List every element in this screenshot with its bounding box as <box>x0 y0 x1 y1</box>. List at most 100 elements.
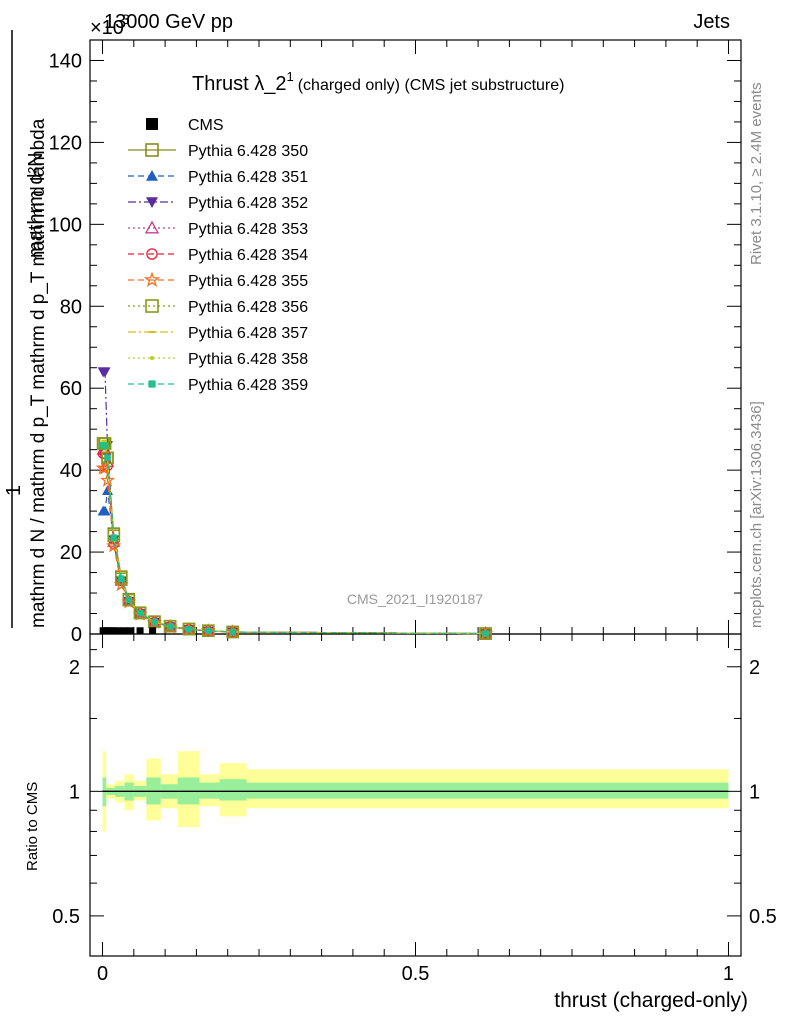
legend-label: Pythia 6.428 350 <box>188 143 308 160</box>
legend-marker <box>150 356 154 360</box>
ylabel-denominator: mathrm d N / mathrm d p_T mathrm d p_T m… <box>28 118 49 628</box>
series-2 <box>97 485 492 638</box>
series-4 <box>96 442 493 639</box>
main-y-tick-label: 120 <box>49 132 82 154</box>
ylabel-one: 1 <box>3 485 25 496</box>
legend-label: Pythia 6.428 353 <box>188 221 308 238</box>
legend-entry: Pythia 6.428 356 <box>128 299 308 316</box>
series-line <box>103 490 486 635</box>
main-y-tick-label: 100 <box>49 214 82 236</box>
legend-entry: Pythia 6.428 353 <box>128 220 308 238</box>
legend-marker <box>148 380 156 388</box>
series-point <box>99 367 111 378</box>
main-y-tick-label: 40 <box>60 460 82 482</box>
ratio-y-tick-label-right: 0.5 <box>749 906 777 928</box>
legend-marker <box>146 118 158 130</box>
series-point <box>163 619 177 633</box>
series-point <box>185 625 193 633</box>
ratio-y-tick-label: 0.5 <box>52 906 80 928</box>
ratio-bands <box>102 751 729 832</box>
cms-point <box>136 627 144 635</box>
series-point <box>122 593 136 607</box>
series-point <box>106 537 122 553</box>
legend-entry: Pythia 6.428 357 <box>128 325 308 342</box>
x-tick-label: 0.5 <box>402 963 430 985</box>
main-axis: 0 20 40 60 80 100 120 140 <box>49 39 741 646</box>
exponent-label: ×10 <box>90 17 124 39</box>
legend-label: Pythia 6.428 352 <box>188 195 308 212</box>
legend-label: Pythia 6.428 351 <box>188 169 308 186</box>
plot-title-detail: (charged only) (CMS jet substructure) <box>298 77 565 94</box>
main-y-tick-label: 80 <box>60 296 82 318</box>
legend: CMS Pythia 6.428 350 Pythia 6.428 351 Pythi… <box>128 117 308 394</box>
ratio-ylabel: Ratio to CMS <box>24 782 41 871</box>
series-point <box>97 460 113 475</box>
series-point <box>99 505 111 516</box>
ratio-y-tick-label-right: 2 <box>749 657 760 679</box>
cms-point <box>127 627 135 635</box>
legend-label: Pythia 6.428 354 <box>188 247 308 264</box>
category-label: Jets <box>693 11 730 33</box>
series-point <box>151 618 158 626</box>
series-point <box>136 609 144 617</box>
ylabel-numerator: mathrm d²N <box>25 152 47 258</box>
legend-entry: Pythia 6.428 351 <box>128 169 308 186</box>
series-point <box>104 454 111 462</box>
main-y-tick-label: 140 <box>49 50 82 72</box>
legend-label: Pythia 6.428 356 <box>188 299 308 316</box>
cms-point <box>120 627 128 635</box>
series-point <box>482 630 489 637</box>
main-y-tick-label: 60 <box>60 378 82 400</box>
ratio-y-tick-label: 1 <box>69 781 80 803</box>
x-axis-label: thrust (charged-only) <box>554 989 748 1012</box>
series-10 <box>99 442 489 637</box>
main-ylabel: mathrm d²N 1 mathrm d N / mathrm d p_T m… <box>3 30 49 628</box>
series-layer <box>95 367 494 641</box>
legend-marker <box>144 220 160 234</box>
series-point <box>114 572 128 585</box>
x-tick-label: 0 <box>97 963 108 985</box>
series-5 <box>97 448 491 639</box>
plot-title: Thrust λ_21 (charged only) (CMS jet subst… <box>192 69 564 95</box>
main-y-tick-label: 20 <box>60 542 82 564</box>
series-point <box>148 615 161 629</box>
legend-label: Pythia 6.428 358 <box>188 351 308 368</box>
legend-label: Pythia 6.428 359 <box>188 377 308 394</box>
legend-marker <box>145 299 159 313</box>
series-point <box>182 622 196 636</box>
series-point <box>113 576 129 592</box>
series-point <box>166 623 174 630</box>
analysis-watermark: CMS_2021_I1920187 <box>347 591 483 607</box>
legend-marker <box>146 170 158 181</box>
series-point <box>101 442 109 449</box>
cms-point <box>149 627 157 635</box>
legend-entry: Pythia 6.428 355 <box>128 271 308 290</box>
legend-label: CMS <box>188 117 224 134</box>
plot-title-superscript: 1 <box>286 69 293 84</box>
series-point <box>110 534 118 542</box>
ratio-stat-band <box>219 779 247 801</box>
series-point <box>205 627 212 635</box>
legend-entry: CMS <box>146 117 224 134</box>
series-point <box>133 606 147 620</box>
legend-marker <box>146 197 158 208</box>
series-point <box>117 575 125 582</box>
exponent-power: 3 <box>122 11 130 27</box>
process-label: 13000 GeV pp <box>104 11 233 33</box>
legend-entry: Pythia 6.428 359 <box>128 377 308 394</box>
plot-title-main: Thrust λ_2 <box>192 73 286 95</box>
series-line <box>103 467 486 635</box>
ratio-stat-band <box>199 782 220 799</box>
legend-entry: Pythia 6.428 354 <box>128 247 308 264</box>
legend-entry: Pythia 6.428 358 <box>128 351 308 368</box>
ratio-y-tick-label-right: 1 <box>749 781 760 803</box>
series-7 <box>96 437 492 640</box>
series-point <box>132 606 148 621</box>
x-tick-label: 1 <box>723 963 734 985</box>
main-y-tick-label: 0 <box>71 624 82 646</box>
mcplots-credit: mcplots.cern.ch [arXiv:1306.3436] <box>748 401 765 628</box>
series-point <box>121 594 137 609</box>
cms-point <box>110 627 118 635</box>
legend-marker <box>146 248 158 260</box>
